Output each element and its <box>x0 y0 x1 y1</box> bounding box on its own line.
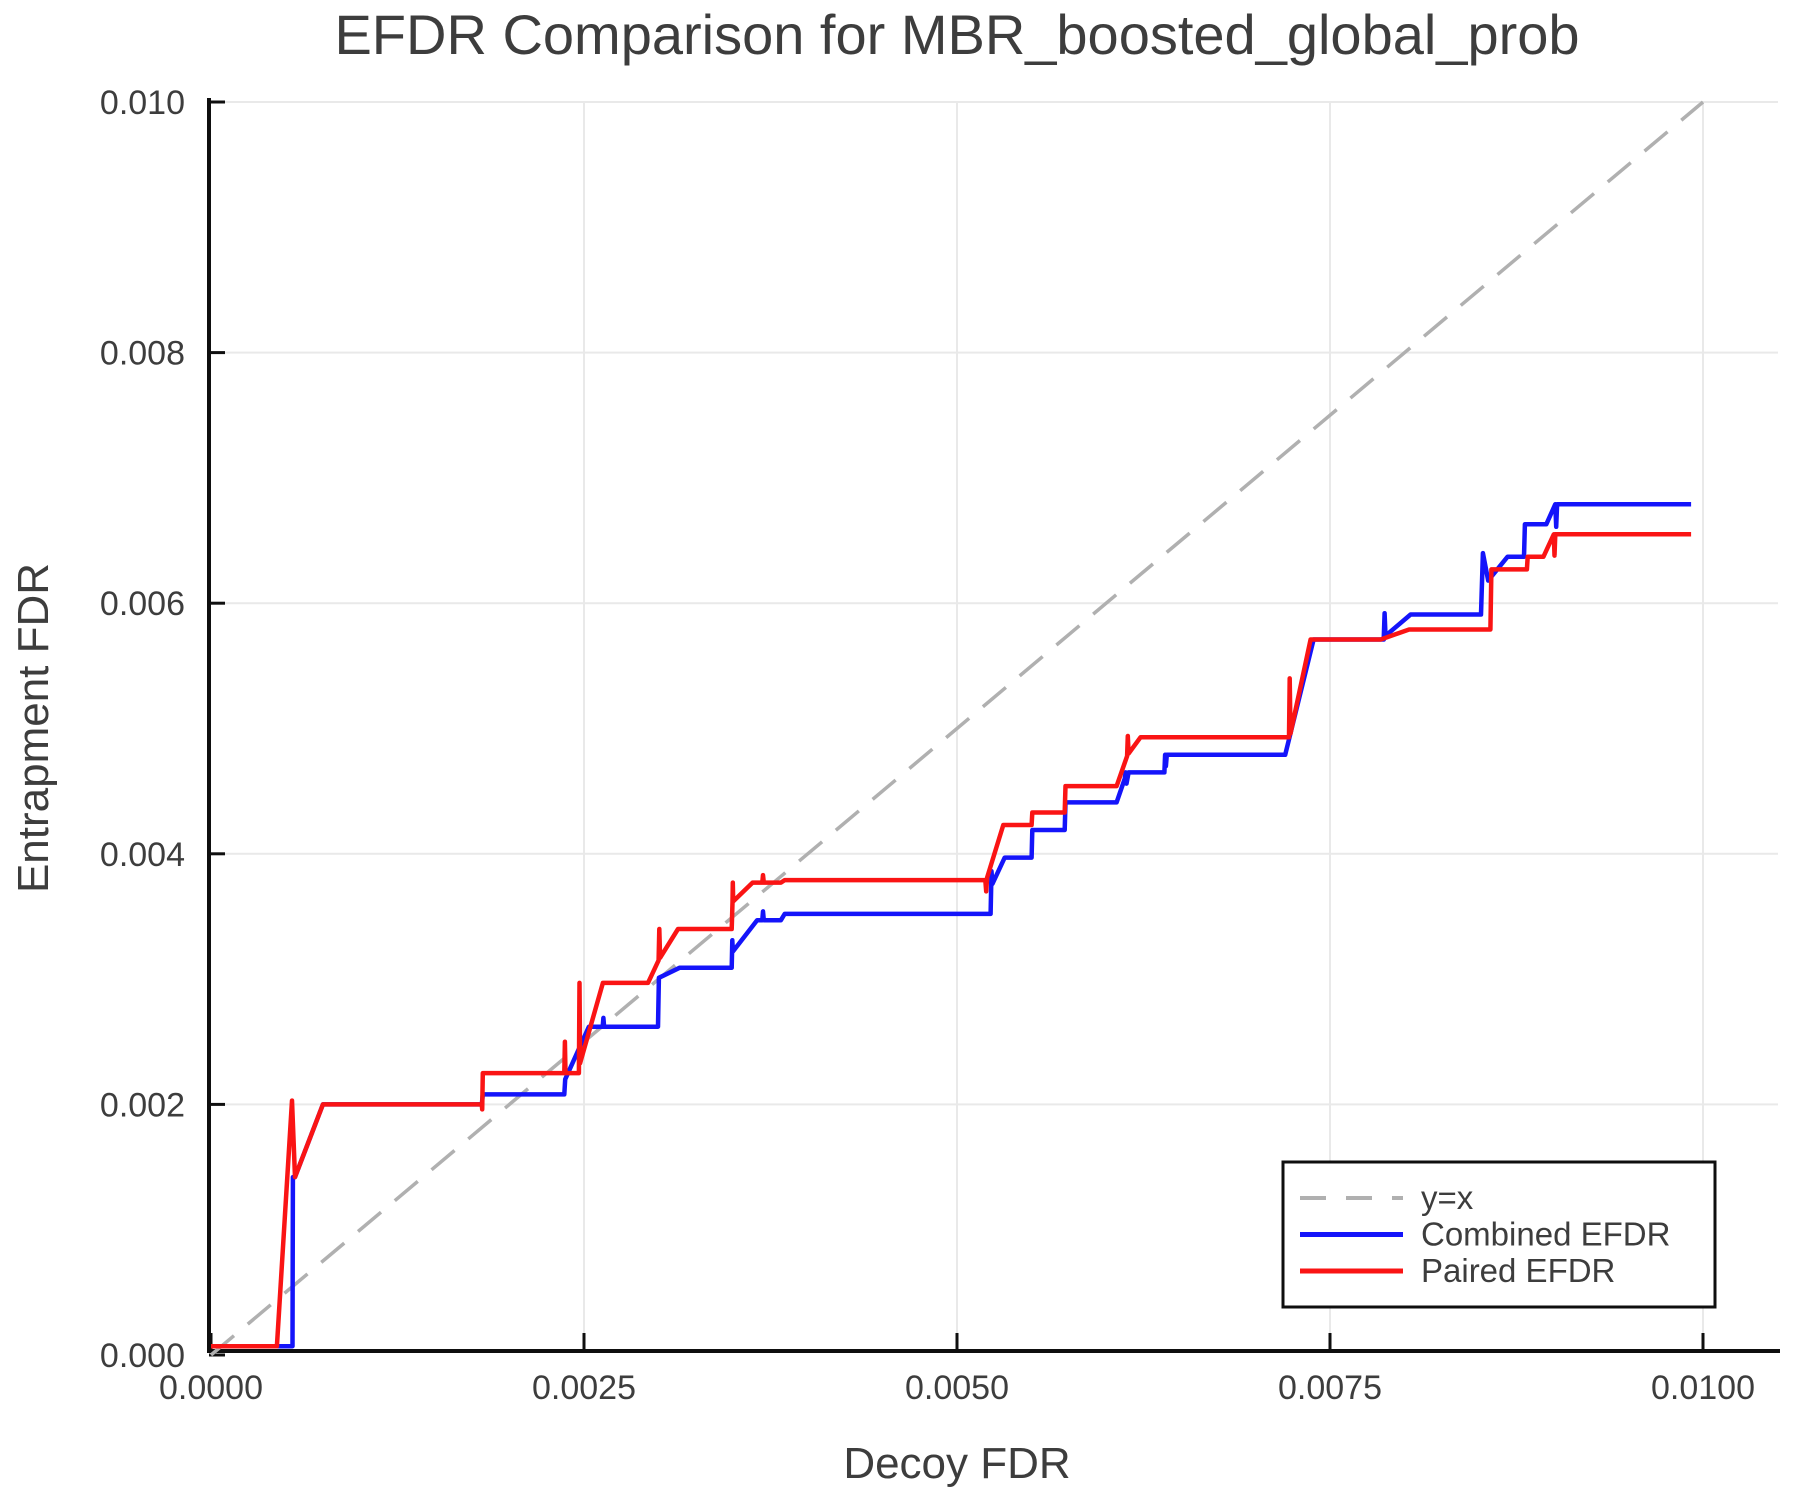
x-tick-label: 0.0075 <box>1278 1369 1382 1407</box>
series-y-x <box>209 100 1705 1357</box>
x-tick-label: 0.0050 <box>905 1369 1009 1407</box>
legend-item-label: Paired EFDR <box>1421 1252 1615 1289</box>
x-tick-label: 0.0100 <box>1651 1369 1755 1407</box>
series-paired-efdr <box>211 532 1692 1349</box>
axes: 0.0000 0.0025 0.0050 0.0075 0.0100 0.000 0.002… <box>100 84 1780 1407</box>
legend-item-label: Combined EFDR <box>1421 1216 1670 1253</box>
x-tick-label: 0.0000 <box>159 1369 263 1407</box>
data-series <box>209 100 1705 1357</box>
y-tick-label: 0.010 <box>100 84 185 122</box>
x-tick-label: 0.0025 <box>532 1369 636 1407</box>
y-axis-label: Entrapment FDR <box>9 563 58 893</box>
y-tick-label: 0.002 <box>100 1086 185 1124</box>
y-tick-label: 0.008 <box>100 335 185 373</box>
y-tick-label: 0.006 <box>100 585 185 623</box>
y-tick-label: 0.000 <box>100 1337 185 1375</box>
y-tick-label: 0.004 <box>100 836 185 874</box>
legend-item-label: y=x <box>1421 1179 1474 1216</box>
x-axis-label: Decoy FDR <box>843 1439 1070 1488</box>
chart-title: EFDR Comparison for MBR_boosted_global_p… <box>334 3 1579 66</box>
series-combined-efdr <box>211 501 1692 1349</box>
